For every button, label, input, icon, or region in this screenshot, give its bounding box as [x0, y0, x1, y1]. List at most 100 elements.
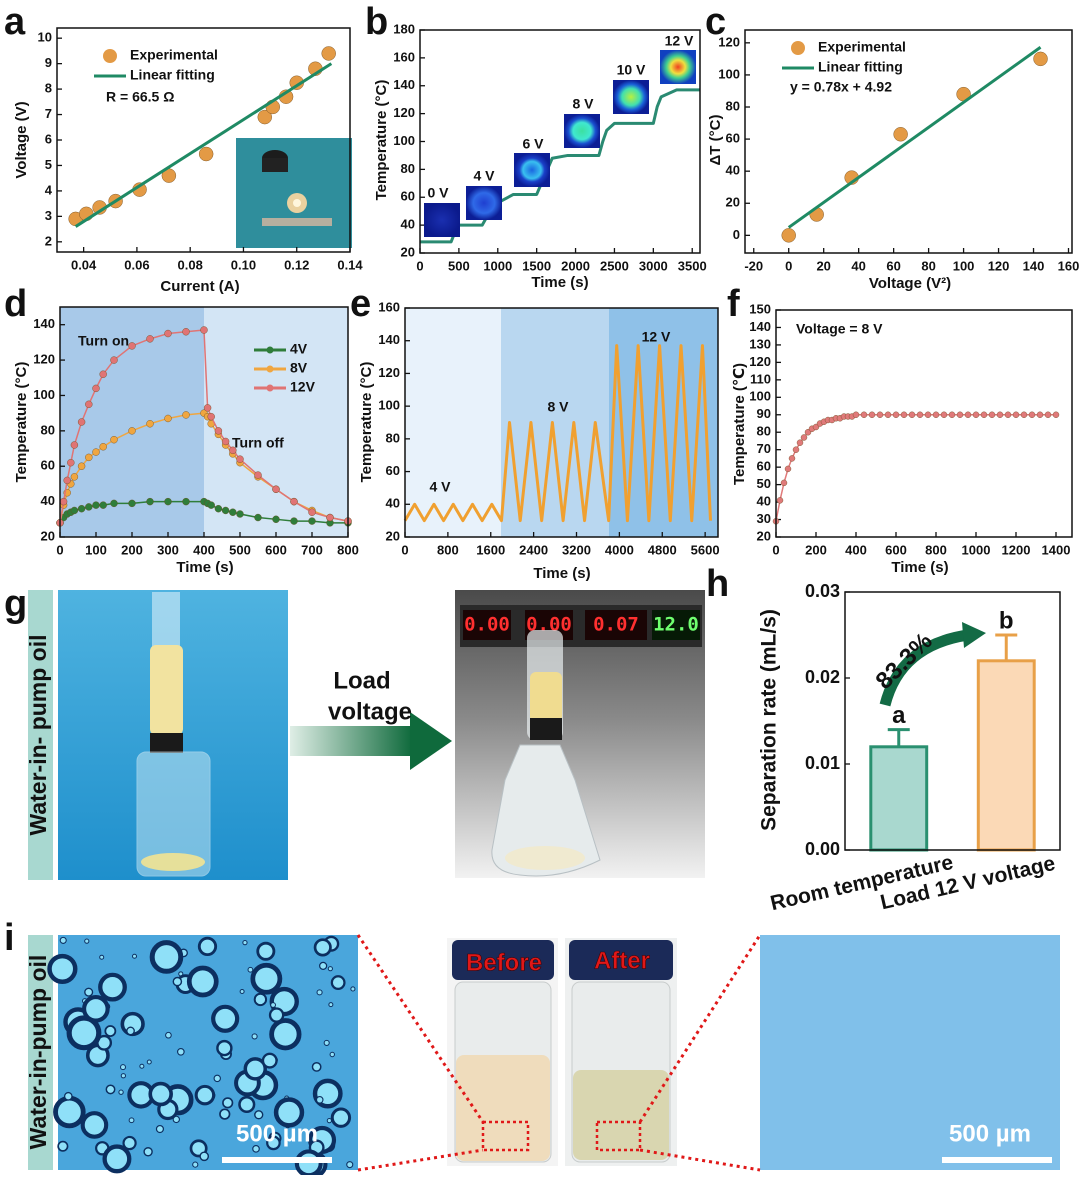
x-tick-label: 60: [886, 258, 900, 273]
x-tick-label: 4800: [648, 542, 677, 557]
data-point: [77, 418, 86, 426]
plot-frame: [404, 307, 719, 538]
annotation: y = 0.78x + 4.92: [790, 79, 892, 95]
chart: d 0 100 200 300 400 500 600 700 800 20 40 60 80 100 120…: [4, 283, 359, 576]
data-point: [92, 448, 100, 456]
panel-label: g: [4, 583, 27, 625]
droplet: [84, 938, 90, 944]
y-tick-label: 100: [749, 389, 771, 404]
droplet: [105, 1084, 116, 1095]
droplet: [273, 1097, 305, 1128]
data-point: [272, 515, 280, 524]
droplet: [311, 1061, 322, 1072]
legend-label: Experimental: [130, 47, 218, 63]
data-line: [74, 62, 333, 228]
x-tick-label: 600: [885, 542, 907, 557]
display-text: 0.00: [464, 614, 510, 636]
side-label-strip: [28, 590, 53, 880]
x-axis-label: Time (s): [533, 565, 590, 582]
panel-label: h: [706, 563, 729, 605]
legend-symbol: [266, 384, 274, 392]
x-tick-label: 0: [401, 542, 408, 557]
y-tick-label: 6: [45, 131, 52, 146]
legend-label: Experimental: [818, 39, 906, 55]
droplet: [172, 1115, 180, 1124]
zoom-box: [481, 1120, 530, 1152]
data-point: [893, 127, 908, 142]
x-tick-label: 4000: [605, 542, 634, 557]
y-tick-label: 80: [386, 430, 400, 445]
y-tick-label: 2: [45, 233, 52, 248]
data-point: [326, 513, 334, 522]
zoom-line: [357, 1148, 484, 1172]
bar: [976, 659, 1036, 852]
y-tick-label: 60: [726, 131, 740, 146]
annotation: 4 V: [429, 479, 451, 495]
droplets: [47, 935, 356, 1179]
cap: [569, 940, 673, 980]
scale-label: 500 µm: [236, 1120, 318, 1147]
data-point: [59, 497, 68, 506]
chart: c -20 0 20 40 60 80 100 120 140 160 0 20 40 60 80 100 120…: [705, 1, 1079, 292]
y-tick-label: 40: [401, 217, 415, 232]
x-tick-label: 600: [265, 542, 287, 557]
droplet: [313, 938, 332, 957]
y-axis-label: Temperature (°C): [13, 362, 30, 483]
data-point: [164, 497, 172, 506]
y-tick-label: 80: [726, 98, 740, 113]
photo-object: [262, 218, 332, 226]
panel-label: d: [4, 283, 27, 325]
y-tick-label: 9: [45, 55, 52, 70]
display-text: 12.0: [653, 614, 699, 636]
droplet: [327, 966, 333, 972]
data-point: [1028, 411, 1036, 418]
droplet: [148, 1081, 173, 1107]
data-point: [77, 504, 86, 513]
annotation: 12 V: [642, 329, 671, 345]
droplet: [120, 1064, 126, 1071]
data-point: [221, 506, 230, 515]
x-tick-label: 160: [1058, 258, 1080, 273]
legend-symbol: [103, 49, 117, 63]
y-tick-label: 20: [41, 528, 55, 543]
data-point: [200, 326, 208, 334]
droplet: [252, 1145, 260, 1153]
y-axis-label: Temperature (°C): [358, 362, 375, 483]
droplet: [346, 1161, 354, 1169]
y-tick-label: 5: [45, 157, 52, 172]
chart: a 0.04 0.06 0.08 0.10 0.12 0.14 2 3 4 5 6 7 8 9 10 Curre…: [4, 1, 363, 295]
droplet: [254, 1110, 264, 1120]
x-tick-label: 1600: [476, 542, 505, 557]
panel-label: f: [727, 283, 740, 325]
x-tick-label: 500: [448, 258, 470, 273]
data-point: [85, 503, 93, 511]
scale-label: 500 µm: [949, 1120, 1031, 1147]
droplet: [211, 1004, 240, 1033]
droplet: [84, 987, 94, 997]
y-tick-label: 0.01: [805, 753, 840, 773]
x-tick-label: 0.10: [231, 257, 256, 272]
y-tick-label: 80: [401, 161, 415, 176]
x-tick-label: 100: [953, 258, 975, 273]
tube: [152, 592, 180, 648]
legend-label: 4V: [290, 341, 308, 357]
increase-arrow-head: [962, 622, 986, 648]
data-point: [884, 411, 892, 418]
y-tick-label: 40: [757, 494, 771, 509]
droplet: [239, 989, 245, 995]
y-tick-label: 60: [757, 459, 771, 474]
y-tick-label: 30: [757, 511, 771, 526]
data-point: [916, 411, 924, 418]
x-tick-label: 300: [157, 542, 179, 557]
droplet: [126, 1026, 135, 1036]
annotation: 8 V: [572, 96, 594, 112]
data-point: [67, 458, 75, 467]
y-tick-label: 60: [386, 463, 400, 478]
data-point: [996, 411, 1004, 418]
data-point: [164, 414, 172, 423]
data-point: [1004, 411, 1012, 418]
oil: [505, 846, 585, 870]
droplet: [323, 1039, 330, 1046]
data-point: [254, 471, 262, 479]
plot-background: [204, 307, 348, 537]
